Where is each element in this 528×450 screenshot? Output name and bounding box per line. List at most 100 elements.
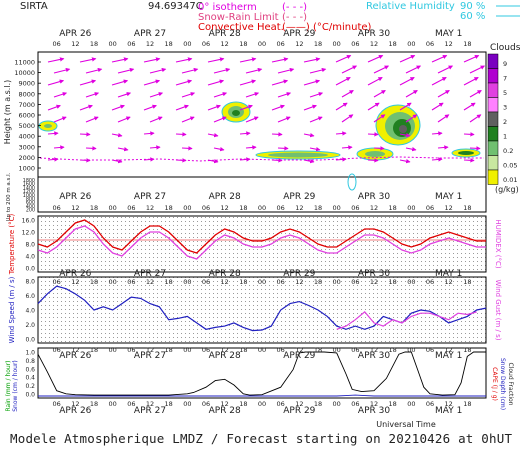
series-line-humidex [37, 225, 486, 260]
wind-arrow [181, 116, 195, 123]
wind-arrow [469, 90, 482, 98]
clouds-legend-swatch [487, 169, 499, 185]
cloud-blob [347, 173, 357, 191]
wind-arrow [367, 77, 383, 86]
height-tick: 600 [26, 200, 35, 206]
wind-arrow [117, 67, 135, 74]
wind-arrow [245, 67, 263, 74]
height-panel-upper [37, 51, 487, 178]
wind-arrow [431, 131, 443, 136]
day-label: APR 27 [134, 351, 166, 361]
hour-label: 18 [389, 400, 397, 408]
height-tick: 1600 [23, 182, 35, 188]
y-tick-label: 0.4 [25, 375, 35, 382]
hour-label: 12 [295, 40, 303, 48]
day-label: APR 30 [358, 351, 390, 361]
hour-label: 12 [370, 40, 378, 48]
wind-arrow [367, 132, 379, 137]
wind-arrow [245, 145, 257, 150]
wind-arrow [53, 116, 67, 123]
y-tick-label: 1.0 [25, 350, 35, 357]
hour-label: 00 [258, 400, 266, 408]
day-label: APR 29 [283, 192, 315, 202]
wind-arrow [309, 67, 327, 74]
hour-label: 18 [90, 400, 98, 408]
wind-arrow [373, 65, 390, 74]
cloud-blob [458, 151, 474, 155]
height-tick: 11000 [14, 59, 35, 67]
clouds-legend-swatch [487, 68, 499, 84]
wind-arrow [335, 54, 352, 63]
hour-label: 00 [258, 278, 266, 286]
wind-arrow [143, 157, 155, 162]
hour-label: 06 [426, 278, 434, 286]
hour-label: 06 [426, 204, 434, 212]
wind-arrow [245, 92, 260, 98]
wind-axis: 8.0 6.0 4.0 2.0 0.0 [25, 279, 35, 344]
height-tick: 8000 [18, 90, 35, 98]
hour-label: 12 [71, 400, 79, 408]
rh-90: 90 % [460, 1, 485, 12]
wind-arrow [239, 131, 251, 136]
temperature-axis-title: Temperature (°C) [8, 214, 16, 276]
hour-label: 12 [146, 40, 154, 48]
hour-label: 12 [221, 204, 229, 212]
rain-panel [37, 347, 487, 399]
wind-arrow [341, 114, 354, 123]
hour-label: 06 [277, 204, 285, 212]
hour-label: 06 [202, 204, 210, 212]
wind-arrow [437, 145, 449, 150]
wind-arrow [335, 102, 348, 111]
hour-label: 00 [407, 400, 415, 408]
wind-arrow [239, 104, 253, 111]
hour-label: 12 [146, 204, 154, 212]
wind-arrow [149, 116, 163, 123]
hour-label: 18 [165, 40, 173, 48]
wind-arrow [181, 146, 193, 151]
wind-arrow [431, 102, 444, 111]
wind-arrow [469, 114, 482, 123]
wind-arrow [367, 158, 379, 163]
hour-label: 06 [127, 400, 135, 408]
hour-label: 18 [165, 278, 173, 286]
hour-label: 12 [71, 204, 79, 212]
hour-label: 18 [239, 278, 247, 286]
wind-arrow [271, 104, 285, 111]
wind-arrow [367, 102, 380, 111]
hour-label: 00 [407, 346, 415, 354]
hour-label: 00 [258, 346, 266, 354]
temperature-axis: 16.0 12.0 8.0 4.0 0.0 [22, 218, 36, 273]
wind-arrow [111, 104, 125, 111]
wind-arrow [239, 57, 257, 63]
wind-arrow [469, 146, 481, 151]
day-label: APR 30 [358, 192, 390, 202]
legend-convective-unit: (°C/minute) [313, 22, 372, 33]
wind-arrow [79, 132, 91, 137]
legend-snowrain: Snow-Rain Limit [198, 12, 279, 23]
hour-label: 12 [295, 400, 303, 408]
series-line-rain [38, 394, 486, 397]
clouds-legend-swatch [487, 126, 499, 142]
site-label: SIRTA [20, 1, 48, 12]
cloud-blob [44, 124, 52, 128]
height-panel-lower [37, 176, 487, 213]
hour-label: 06 [277, 40, 285, 48]
hour-label: 06 [277, 400, 285, 408]
y-tick-label: 0.0 [25, 266, 35, 273]
hour-label: 18 [165, 204, 173, 212]
wind-arrow [85, 67, 103, 74]
hour-label: 00 [333, 204, 341, 212]
wind-arrow [463, 77, 479, 86]
clouds-legend-label: 7 [503, 75, 507, 83]
gust-axis-title: Wind Gust (m / s) [494, 279, 502, 340]
hour-label: 00 [407, 278, 415, 286]
day-label: APR 28 [209, 351, 241, 361]
cloud-blob [268, 152, 328, 158]
wind-arrow [213, 116, 227, 123]
wind-arrow [431, 77, 447, 86]
day-label: MAY 1 [435, 406, 462, 416]
wind-arrow [213, 67, 231, 74]
hour-label: 06 [277, 346, 285, 354]
hour-label: 18 [389, 40, 397, 48]
